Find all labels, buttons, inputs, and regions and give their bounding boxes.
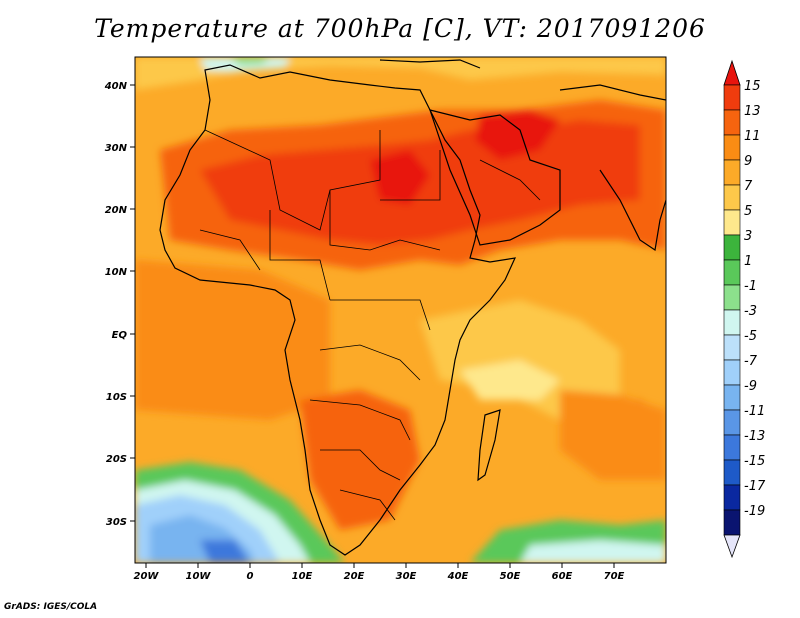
colorbar: 15 13 11 9 7 5 3 1 -1 -3 -5 -7 -9 -11 -13 -15 -17 -19 [723, 59, 766, 559]
colorbar-label: -19 [744, 504, 765, 519]
country-borders [199, 129, 541, 521]
lon-label: 10W [186, 571, 212, 582]
colorbar-swatch [723, 234, 741, 261]
colorbar-swatch [723, 409, 741, 436]
colorbar-swatch [723, 109, 741, 136]
colorbar-label: -3 [744, 304, 757, 319]
lon-label: 50E [500, 571, 521, 582]
colorbar-swatch [723, 284, 741, 311]
lon-label: 70E [604, 571, 625, 582]
colorbar-bottom-arrow [723, 534, 741, 559]
colorbar-label: -5 [744, 329, 757, 344]
colorbar-label: 3 [744, 229, 752, 244]
lon-label: 60E [552, 571, 573, 582]
lat-label: 20S [106, 454, 127, 465]
longitude-axis: 20W 10W 0 10E 20E 30E 40E 50E 60E 70E [134, 563, 625, 582]
colorbar-swatch [723, 209, 741, 236]
colorbar-label: 11 [744, 129, 761, 144]
colorbar-label: -9 [744, 379, 757, 394]
colorbar-swatch [723, 259, 741, 286]
credit-text: GrADS: IGES/COLA [4, 602, 98, 612]
lat-label: 30N [105, 143, 128, 154]
colorbar-swatch [723, 184, 741, 211]
latitude-axis: 40N 30N 20N 10N EQ 10S 20S 30S [104, 81, 135, 528]
colorbar-label: 7 [744, 179, 753, 194]
colorbar-swatch [723, 359, 741, 386]
lat-label: 30S [106, 517, 127, 528]
colorbar-swatch [723, 159, 741, 186]
colorbar-label: -15 [744, 454, 765, 469]
lat-label: EQ [112, 330, 128, 341]
lon-label: 0 [247, 571, 254, 582]
colorbar-label: -13 [744, 429, 765, 444]
plot-frame [134, 56, 667, 564]
temperature-field [135, 57, 666, 563]
colorbar-swatch [723, 484, 741, 511]
colorbar-swatch [723, 384, 741, 411]
colorbar-top-arrow [723, 59, 741, 86]
lon-label: 20E [344, 571, 365, 582]
coastlines [159, 59, 666, 556]
colorbar-label: 15 [744, 79, 761, 94]
lon-label: 40E [447, 571, 469, 582]
lat-label: 10N [105, 267, 128, 278]
colorbar-label: -11 [744, 404, 765, 419]
map-title: Temperature at 700hPa [C], VT: 201709120… [94, 14, 706, 43]
colorbar-label: -1 [744, 279, 757, 294]
lon-label: 20W [134, 571, 160, 582]
colorbar-label: 5 [744, 204, 752, 219]
colorbar-label: 9 [744, 154, 752, 169]
colorbar-swatch [723, 459, 741, 486]
colorbar-label: 13 [744, 104, 761, 119]
lon-label: 10E [292, 571, 313, 582]
colorbar-label: 1 [744, 254, 752, 269]
colorbar-swatch [723, 434, 741, 461]
lat-label: 40N [104, 81, 128, 92]
lon-label: 30E [396, 571, 417, 582]
colorbar-label: -7 [744, 354, 758, 369]
colorbar-label: -17 [744, 479, 766, 494]
colorbar-swatch [723, 509, 741, 536]
colorbar-swatch [723, 134, 741, 161]
colorbar-swatch [723, 84, 741, 111]
lat-label: 10S [106, 392, 127, 403]
colorbar-swatch [723, 309, 741, 336]
lat-label: 20N [105, 205, 128, 216]
colorbar-swatch [723, 334, 741, 361]
